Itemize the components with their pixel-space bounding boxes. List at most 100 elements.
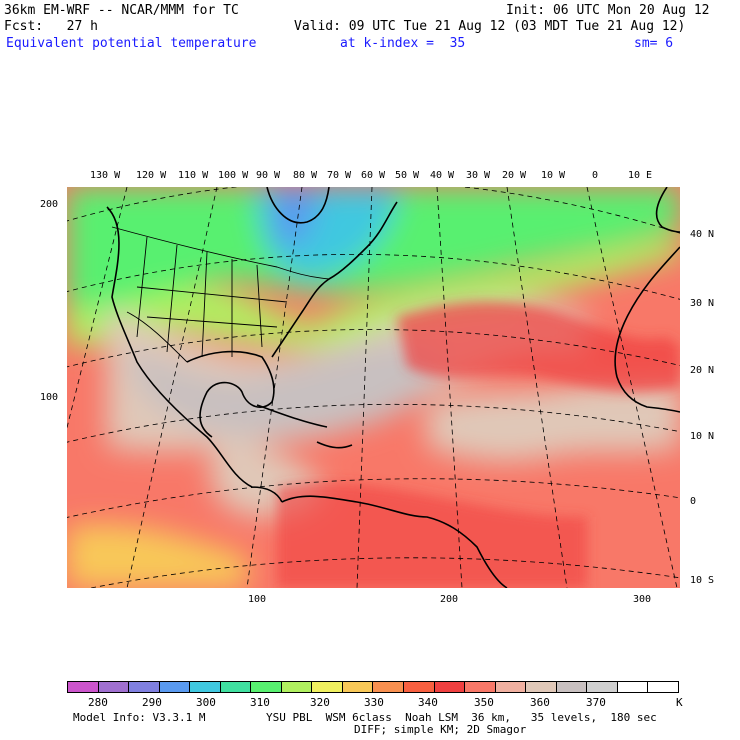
lon-label: 30 W [466, 170, 491, 181]
valid-time: Valid: 09 UTC Tue 21 Aug 12 (03 MDT Tue … [294, 19, 686, 34]
lon-label: 60 W [361, 170, 386, 181]
grid-x-label: 100 [248, 594, 267, 605]
colorbar-label: 340 [418, 696, 438, 709]
lon-label: 100 W [218, 170, 249, 181]
us-mexico-border [126, 311, 188, 363]
meridian-100w [126, 187, 218, 588]
lon-label: 10 W [541, 170, 566, 181]
lat-label: 0 [690, 496, 697, 507]
smoothing-info: sm= 6 [634, 36, 674, 51]
lon-label: 50 W [395, 170, 420, 181]
lon-label: 110 W [178, 170, 209, 181]
parallel-30n [67, 253, 680, 300]
colorbar-swatch [465, 682, 496, 692]
colorbar-swatch [648, 682, 678, 692]
colorbar-swatch [526, 682, 557, 692]
coast-europe [655, 187, 680, 233]
lat-label: 40 N [690, 229, 715, 240]
colorbar-swatch [404, 682, 435, 692]
lon-label: 10 E [628, 170, 653, 181]
meridian-0 [586, 187, 678, 588]
grid-x-label: 300 [633, 594, 652, 605]
colorbar-label: 310 [250, 696, 270, 709]
coast-hudson [266, 187, 330, 224]
colorbar-swatch [129, 682, 160, 692]
model-info: Model Info: V3.3.1 M [73, 711, 206, 724]
colorbar-swatch [220, 682, 252, 692]
lat-label: 10 S [690, 575, 715, 586]
colorbar-swatch [251, 682, 282, 692]
field-band-orange-sw [67, 524, 247, 588]
colorbar-swatch [281, 682, 313, 692]
political-borders [111, 226, 330, 363]
grid-y-label: 200 [40, 199, 59, 210]
colorbar-label: 350 [474, 696, 494, 709]
parallel-0 [67, 478, 680, 518]
coast-africa [614, 246, 680, 413]
meridian-60w [356, 187, 373, 588]
lon-label: 130 W [90, 170, 121, 181]
colorbar-label: 370 [586, 696, 606, 709]
grid-x-label: 200 [440, 594, 459, 605]
colorbar-swatch [159, 682, 191, 692]
field-band-red-south [277, 482, 587, 588]
colorbar-label: 300 [196, 696, 216, 709]
colorbar [67, 681, 679, 693]
colorbar-swatch [556, 682, 588, 692]
forecast-hour: Fcst: 27 h [4, 19, 98, 34]
colorbar-swatch [495, 682, 527, 692]
level-info: at k-index = 35 [340, 36, 466, 51]
field-band-gray-gulf [127, 343, 447, 437]
meridian-40w [436, 187, 463, 588]
colorbar-label: 290 [142, 696, 162, 709]
init-time: Init: 06 UTC Mon 20 Aug 12 [506, 3, 710, 18]
coast-cuba [256, 404, 328, 428]
colorbar-label: 360 [530, 696, 550, 709]
colorbar-label: 330 [364, 696, 384, 709]
graticule [67, 187, 680, 588]
field-name: Equivalent potential temperature [6, 36, 257, 51]
colorbar-swatch [434, 682, 466, 692]
lon-label: 120 W [136, 170, 167, 181]
colorbar-unit: K [676, 696, 683, 709]
lon-label: 80 W [293, 170, 318, 181]
parallel-20n [67, 329, 680, 368]
colorbar-swatch [98, 682, 130, 692]
state-lines [136, 236, 288, 358]
colorbar-swatch [68, 682, 99, 692]
parallel-10s [88, 557, 680, 588]
model-title: 36km EM-WRF -- NCAR/MMM for TC [4, 3, 239, 18]
field-band-yellowgreen [67, 237, 680, 347]
lon-label: 0 [592, 170, 599, 181]
physics-info: YSU PBL WSM 6class Noah LSM 36 km, 35 le… [266, 711, 657, 724]
meridian-20w [506, 187, 568, 588]
grid-y-label: 100 [40, 392, 59, 403]
colorbar-swatch [373, 682, 405, 692]
field-band-blue [272, 187, 317, 247]
colorbar-swatch [190, 682, 221, 692]
lon-label: 40 W [430, 170, 455, 181]
lon-label: 20 W [502, 170, 527, 181]
theta-e-field [67, 187, 680, 588]
colorbar-swatch [617, 682, 649, 692]
lon-label: 70 W [327, 170, 352, 181]
colorbar-swatch [312, 682, 343, 692]
colorbar-swatch [342, 682, 374, 692]
field-band-green-north [67, 187, 680, 321]
lat-label: 30 N [690, 298, 715, 309]
lat-label: 10 N [690, 431, 715, 442]
coast-hispaniola [316, 441, 353, 449]
parallel-10n [67, 403, 680, 443]
us-canada-border [111, 226, 330, 280]
lat-label: 20 N [690, 365, 715, 376]
coast-south-america [281, 495, 508, 588]
lon-label: 90 W [256, 170, 281, 181]
parallel-40n [67, 187, 680, 234]
field-band-red-mid [397, 301, 680, 392]
field-band-gray-east [427, 377, 680, 462]
colorbar-label: 320 [310, 696, 330, 709]
diffusion-info: DIFF; simple KM; 2D Smagor [354, 723, 527, 736]
coastlines [106, 187, 680, 588]
colorbar-label: 280 [88, 696, 108, 709]
colorbar-swatch [587, 682, 618, 692]
